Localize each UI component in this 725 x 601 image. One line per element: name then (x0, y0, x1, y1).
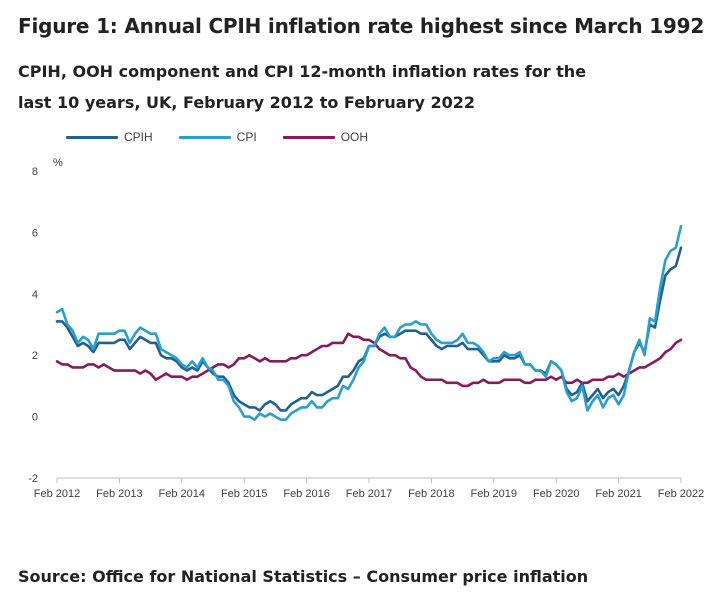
y-tick-label: 8 (32, 166, 38, 178)
x-tick-label: Feb 2021 (595, 488, 641, 500)
x-tick-label: Feb 2020 (533, 488, 579, 500)
x-tick-label: Feb 2014 (159, 488, 205, 500)
x-tick-label: Feb 2016 (283, 488, 329, 500)
x-tick-label: Feb 2017 (346, 488, 392, 500)
y-tick-label: 4 (32, 289, 38, 301)
x-tick-label: Feb 2012 (34, 488, 80, 500)
x-tick-label: Feb 2015 (221, 488, 267, 500)
legend-label-ooh: OOH (340, 130, 369, 144)
legend-item-cpi: CPI (178, 130, 257, 144)
y-axis-ticks: -2 0 2 4 6 8 (28, 166, 38, 485)
legend-label-cpih: CPIH (124, 130, 153, 144)
x-tick-label: Feb 2013 (96, 488, 142, 500)
legend-swatch-ooh (282, 135, 335, 139)
x-tick-label: Feb 2018 (408, 488, 454, 500)
series-line-cpih (55, 246, 683, 412)
legend-label-cpi: CPI (236, 130, 257, 144)
x-tick-label: Feb 2019 (471, 488, 517, 500)
legend-swatch-cpi (178, 135, 231, 139)
series-line-cpi (55, 224, 683, 421)
x-tick-label: Feb 2022 (658, 488, 704, 500)
y-tick-label: 6 (32, 227, 38, 239)
y-axis-unit-label: % (53, 157, 63, 169)
chart-title: Figure 1: Annual CPIH inflation rate hig… (18, 14, 705, 38)
chart-legend: CPIH CPI OOH (66, 129, 394, 145)
y-tick-label: 2 (32, 350, 38, 362)
y-tick-label: -2 (28, 473, 38, 485)
legend-item-ooh: OOH (282, 130, 369, 144)
source-note: Source: Office for National Statistics –… (18, 567, 589, 586)
legend-swatch-cpih (66, 135, 118, 139)
x-axis: Feb 2012 Feb 2013 Feb 2014 Feb 2015 Feb 2016… (34, 477, 704, 500)
y-tick-label: 0 (32, 412, 38, 424)
series-lines (55, 224, 683, 421)
chart-subtitle: CPIH, OOH component and CPI 12-month inf… (18, 62, 587, 112)
series-line-ooh (55, 332, 683, 388)
legend-item-cpih: CPIH (66, 130, 153, 144)
